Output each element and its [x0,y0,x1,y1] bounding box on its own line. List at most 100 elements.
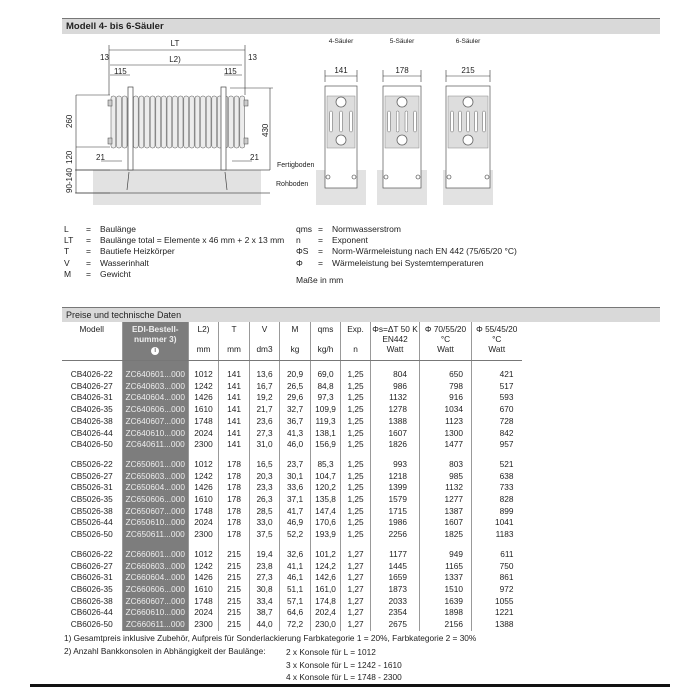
value-cell: 1242 [188,560,219,573]
section-title-bar: Modell 4- bis 6-Säuler [62,18,660,34]
model-cell: CB4026-38 [70,415,113,426]
value-cell: 1825 [419,529,472,541]
model-cell: CB6026-35 [70,583,113,594]
value-cell: 215 [218,595,250,608]
label-raw-floor: Rohboden [276,181,308,188]
column-header: L2) mm [188,322,219,361]
pipe-connection [396,96,408,108]
value-cell: 1,27 [340,572,371,584]
value-cell: 985 [419,470,472,483]
value-cell: 733 [471,482,522,495]
value-cell: 23,6 [249,415,280,428]
value-cell: 178 [218,458,250,471]
anchor [446,174,452,180]
value-cell: 1055 [471,595,522,608]
value-cell: 1445 [370,560,420,573]
value-cell: 1,25 [340,494,371,506]
value-cell: 1,27 [340,619,371,631]
value-cell: 1221 [471,607,522,620]
value-cell: 957 [471,439,522,451]
value-cell: 949 [419,548,472,561]
value-cell: 97,3 [310,392,341,405]
order-number-cell: ZC650601...000 [121,458,189,471]
column [466,110,470,133]
pipe-connection [335,96,347,108]
legend-symbol: L [64,224,69,234]
pipe-connection [462,96,474,108]
dim-floor: 90-140 [65,168,74,193]
value-cell: 2156 [419,619,472,631]
legend-symbol: T [64,246,70,257]
model-cell: CB6026-27 [70,560,113,571]
legend-item: ΦS = Norm-Wärmeleistung nach EN 442 (75/65… [296,246,517,257]
anchor [351,174,357,180]
value-cell: 215 [218,572,250,584]
value-cell: 750 [471,560,522,573]
header-label: Modell [79,324,104,334]
legend-symbol: ΦS [296,246,309,257]
value-cell: 161,0 [310,583,341,596]
value-cell: 1277 [419,494,472,506]
value-cell: 993 [370,458,420,471]
value-cell: 31,0 [249,439,280,451]
dim-total-height: 430 [261,123,270,137]
value-cell: 1659 [370,572,420,584]
console-rule: 2 x Konsole für L = 1012 [286,647,376,657]
radiator-section [189,95,195,149]
table-row: CB4026-31 ZC640604...000 1426 141 19,2 29,6 97… [62,392,522,405]
value-cell: 26,5 [279,380,311,393]
radiator-section [161,95,167,149]
legend-equals: = [318,246,323,257]
value-cell: 29,6 [279,392,311,405]
legend-equals: = [86,257,91,268]
order-number-cell: ZC660604...000 [121,572,189,584]
value-cell: 593 [471,392,522,405]
value-cell: 1123 [419,415,472,428]
value-cell: 20,3 [249,470,280,483]
value-cell: 1300 [419,427,472,440]
value-cell: 178 [218,529,250,541]
value-cell: 804 [370,369,420,381]
value-cell: 23,3 [249,482,280,495]
radiator-section [155,95,161,149]
value-cell: 1132 [370,392,420,405]
table-row: CB5026-50 ZC650611...000 2300 178 37,5 52,2 19… [62,529,522,541]
header-unit: kg [290,344,300,354]
value-cell: 41,3 [279,427,311,440]
value-cell: 20,9 [279,369,311,381]
value-cell: 124,2 [310,560,341,573]
value-cell: 64,6 [279,607,311,620]
header-unit: n [353,344,358,354]
side-view-2: 178 5-Säuler [377,38,427,205]
side-view-depth: 141 [334,66,348,75]
value-cell: 1426 [188,482,219,495]
group-spacer [62,450,522,459]
order-number-cell: ZC650606...000 [121,494,189,506]
header-unit: kg/h [317,344,334,354]
model-cell: CB5026-38 [70,505,113,516]
legend-right: qms = Normwasserstrom n = Exponent ΦS = Norm-Wär… [296,224,517,286]
model-cell: CB5026-27 [70,470,113,481]
table-row: CB4026-27 ZC640603...000 1242 141 16,7 26,5 84… [62,380,522,393]
model-cell: CB6026-38 [70,595,113,606]
model-cell: CB6026-22 [70,548,113,559]
value-cell: 916 [419,392,472,405]
legend-text: Baulänge total = Elemente x 46 mm + 2 x … [100,235,285,246]
radiator-plug [243,137,249,145]
value-cell: 36,7 [279,415,311,428]
info-icon[interactable]: i [151,347,160,355]
order-number-cell: ZC640610...000 [121,427,189,440]
legend-text: Baulänge [100,224,136,234]
model-cell: CB4026-35 [70,404,113,415]
legend-text: Bautiefe Heizkörper [100,246,175,257]
value-cell: 38,7 [249,607,280,620]
value-cell: 178 [218,482,250,495]
value-cell: 46,9 [279,517,311,530]
header-unit: Watt [488,344,506,354]
value-cell: 611 [471,548,522,561]
column [339,110,343,133]
legend-symbol: qms [296,224,313,234]
value-cell: 1607 [370,427,420,440]
radiator-plug [243,99,249,107]
